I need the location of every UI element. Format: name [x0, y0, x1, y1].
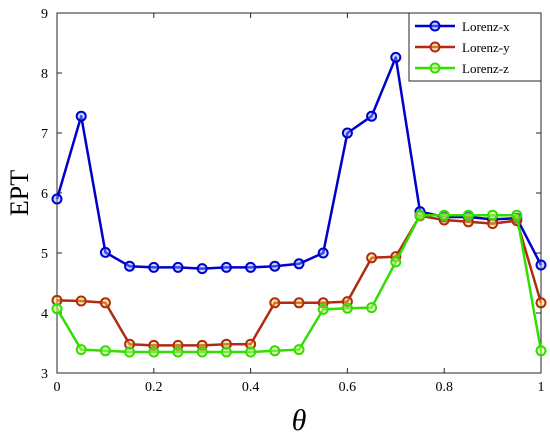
data-point [75, 110, 87, 122]
x-tick-label: 0.6 [339, 380, 357, 395]
data-point [51, 303, 63, 315]
data-point [414, 209, 426, 221]
legend-label: Lorenz-z [462, 61, 509, 76]
data-point [293, 344, 305, 356]
data-point [535, 259, 547, 271]
legend-label: Lorenz-x [462, 19, 510, 34]
data-point [124, 338, 136, 350]
x-tick-label: 1 [538, 380, 545, 395]
legend-label: Lorenz-y [462, 40, 510, 55]
data-point [269, 260, 281, 272]
data-point [317, 247, 329, 259]
data-point [172, 261, 184, 273]
data-point [124, 346, 136, 358]
legend-item: Lorenz-y [415, 40, 510, 55]
y-tick-label: 9 [41, 7, 48, 22]
legend-item: Lorenz-z [415, 61, 509, 76]
data-point [390, 51, 402, 63]
data-point [75, 295, 87, 307]
data-point [366, 110, 378, 122]
data-point [99, 297, 111, 309]
data-point [269, 297, 281, 309]
data-point [75, 344, 87, 356]
legend-marker [429, 41, 441, 53]
y-tick-label: 6 [41, 187, 48, 202]
data-point [341, 302, 353, 314]
y-tick-label: 3 [41, 367, 48, 382]
data-point [366, 252, 378, 264]
series-line [55, 213, 543, 354]
x-tick-label: 0.8 [435, 380, 453, 395]
x-tick-label: 0.2 [145, 380, 163, 395]
data-point [148, 261, 160, 273]
data-point [390, 256, 402, 268]
x-tick-label: 0 [54, 380, 61, 395]
data-point [535, 297, 547, 309]
data-point [148, 346, 160, 358]
series-lorenz-z [51, 209, 547, 358]
series-line [56, 214, 543, 347]
data-point [172, 346, 184, 358]
data-point [220, 261, 232, 273]
data-point [366, 302, 378, 314]
data-point [220, 346, 232, 358]
data-point [245, 338, 257, 350]
y-tick-label: 8 [41, 67, 48, 82]
data-point [462, 209, 474, 221]
data-point [269, 345, 281, 357]
data-point [124, 260, 136, 272]
legend-item: Lorenz-x [415, 19, 510, 34]
data-point [51, 193, 63, 205]
legend-marker [429, 20, 441, 32]
data-point [245, 261, 257, 273]
y-axis-label: EPT [5, 170, 34, 216]
data-point [317, 303, 329, 315]
data-point [245, 346, 257, 358]
data-point [487, 209, 499, 221]
data-point [196, 263, 208, 275]
data-point [341, 127, 353, 139]
x-tick-label: 0.4 [242, 380, 260, 395]
y-tick-label: 4 [41, 307, 48, 322]
data-point [511, 209, 523, 221]
y-tick-label: 7 [41, 127, 48, 142]
y-tick-label: 5 [41, 247, 48, 262]
data-point [220, 338, 232, 350]
series-layer [51, 51, 547, 358]
data-point [99, 246, 111, 258]
series-line [55, 56, 543, 270]
data-point [293, 297, 305, 309]
data-point [535, 345, 547, 357]
legend: Lorenz-x Lorenz-y Lorenz-z [408, 12, 542, 82]
data-point [438, 209, 450, 221]
data-point [196, 346, 208, 358]
x-axis-label: θ [292, 404, 307, 437]
data-point [293, 258, 305, 270]
legend-marker [429, 62, 441, 74]
data-point [99, 345, 111, 357]
